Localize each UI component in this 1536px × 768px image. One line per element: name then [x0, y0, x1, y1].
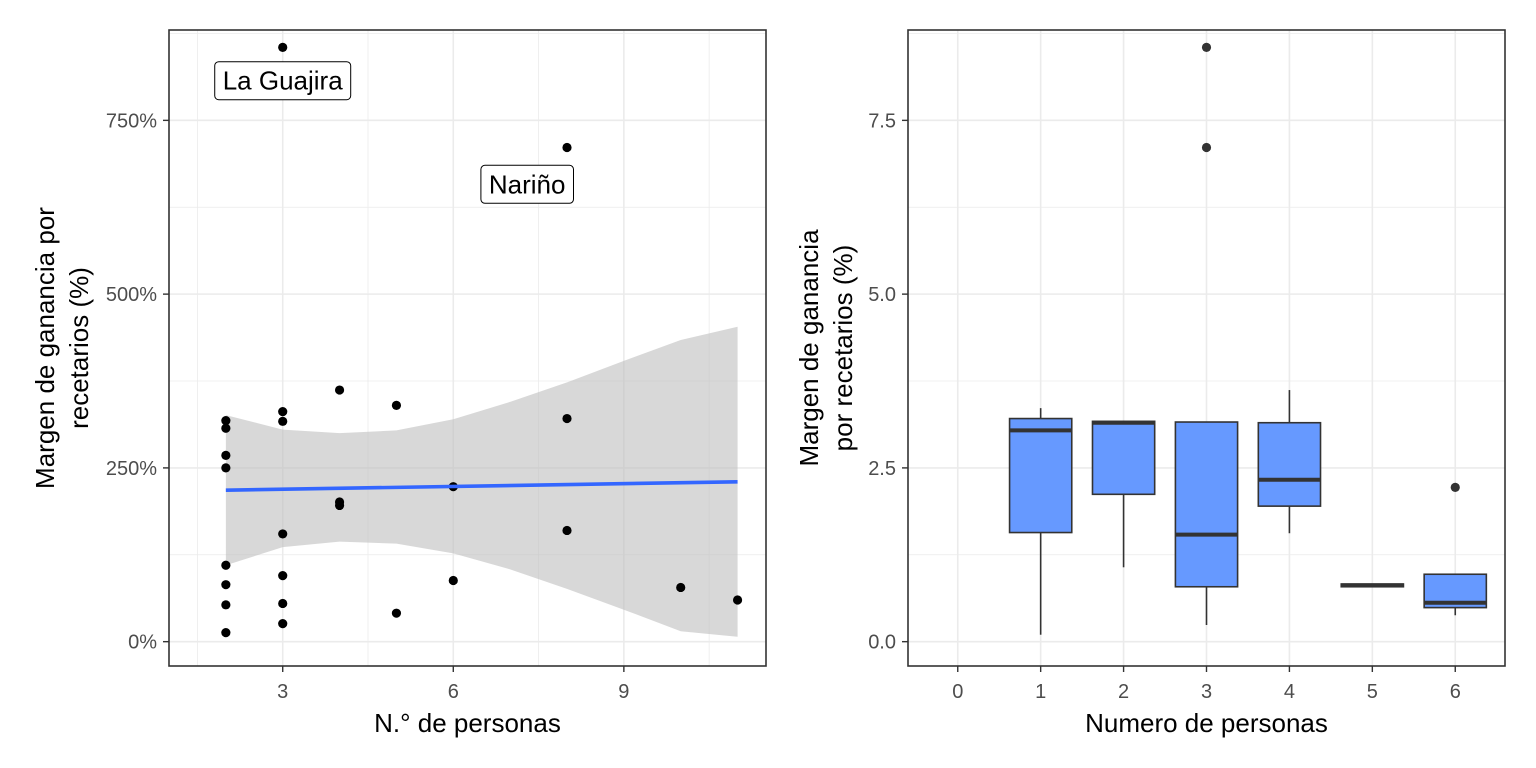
boxplot-category-6 — [1423, 482, 1488, 616]
box-iqr — [1174, 421, 1239, 588]
y-tick-label: 5.0 — [868, 284, 896, 306]
data-point — [278, 42, 288, 52]
boxplot-category-2 — [1091, 420, 1156, 568]
data-point — [334, 500, 345, 511]
box-iqr — [1257, 421, 1322, 507]
y-axis-title-line: recetarios (%) — [64, 267, 94, 429]
x-tick-label: 0 — [952, 681, 963, 703]
outlier-point — [1450, 482, 1460, 492]
data-point — [448, 575, 458, 586]
data-point — [221, 600, 231, 610]
y-tick-label: 0.0 — [868, 632, 896, 654]
data-point — [562, 413, 572, 424]
y-tick-label: 750% — [106, 110, 157, 132]
y-tick-label: 2.5 — [868, 458, 896, 480]
x-tick-label: 1 — [1035, 681, 1046, 703]
y-axis-title: Margen de ganancia por recetarios (%) — [30, 207, 94, 489]
data-point — [562, 142, 572, 153]
outlier-point — [1201, 142, 1212, 153]
point-label: Nariño — [489, 169, 566, 199]
data-point — [221, 628, 231, 638]
data-point — [278, 619, 288, 629]
point-label-box — [214, 61, 352, 101]
boxplot-gridlines — [908, 30, 1505, 666]
data-point — [676, 582, 686, 593]
boxplot-category-3 — [1174, 42, 1239, 625]
x-tick-label: 3 — [277, 681, 288, 703]
outlier-point — [1201, 42, 1212, 52]
data-point — [221, 416, 231, 426]
x-axis-title: N.° de personas — [374, 708, 561, 738]
regression-line — [225, 480, 738, 492]
data-point — [732, 595, 743, 605]
x-tick-label: 9 — [618, 681, 629, 703]
scatter-panel-border — [168, 29, 767, 667]
data-point — [278, 407, 288, 417]
data-point — [562, 525, 572, 536]
data-point — [221, 580, 231, 590]
x-tick-label: 6 — [1450, 681, 1461, 703]
data-point — [391, 608, 402, 618]
y-axis-title: Margen de ganancia por recetarios (%) — [794, 229, 858, 467]
scatter-points — [221, 42, 743, 638]
x-axis-title: Numero de personas — [1085, 708, 1328, 738]
data-point — [278, 529, 288, 539]
y-axis-title-line: Margen de ganancia — [794, 229, 824, 467]
confidence-ribbon — [225, 326, 738, 637]
y-tick-label: 0% — [128, 632, 157, 654]
x-tick-label: 4 — [1284, 681, 1295, 703]
data-point — [221, 463, 231, 473]
x-tick-label: 2 — [1118, 681, 1129, 703]
boxplot-panel: 0 1 2 3 4 5 6 0.0 2.5 5.0 7.5 Numero de personas Mar… — [794, 29, 1506, 738]
box-iqr — [1091, 420, 1156, 496]
data-point — [221, 450, 231, 460]
y-tick-label: 500% — [106, 284, 157, 306]
y-tick-label: 7.5 — [868, 110, 896, 132]
data-point — [278, 571, 288, 581]
data-point — [334, 385, 345, 395]
data-point — [221, 560, 231, 570]
boxplot-category-5 — [1340, 583, 1405, 588]
boxplot-category-1 — [1008, 408, 1073, 635]
point-label-box — [480, 164, 574, 204]
box-iqr — [1008, 417, 1073, 534]
data-point — [221, 423, 231, 433]
x-tick-label: 6 — [448, 681, 459, 703]
boxplot-category-4 — [1257, 390, 1322, 534]
data-point — [278, 598, 288, 609]
data-point — [391, 400, 402, 410]
point-label: La Guajira — [223, 66, 343, 96]
x-tick-label: 3 — [1201, 681, 1212, 703]
x-tick-label: 5 — [1367, 681, 1378, 703]
y-axis-title-line: Margen de ganancia por — [30, 207, 60, 489]
y-axis-title-line: por recetarios (%) — [828, 245, 858, 452]
y-tick-label: 250% — [106, 458, 157, 480]
data-point — [278, 416, 288, 426]
scatter-panel: La Guajira Nariño 3 6 9 0% 250% 500% 750% N.° de … — [30, 29, 767, 738]
